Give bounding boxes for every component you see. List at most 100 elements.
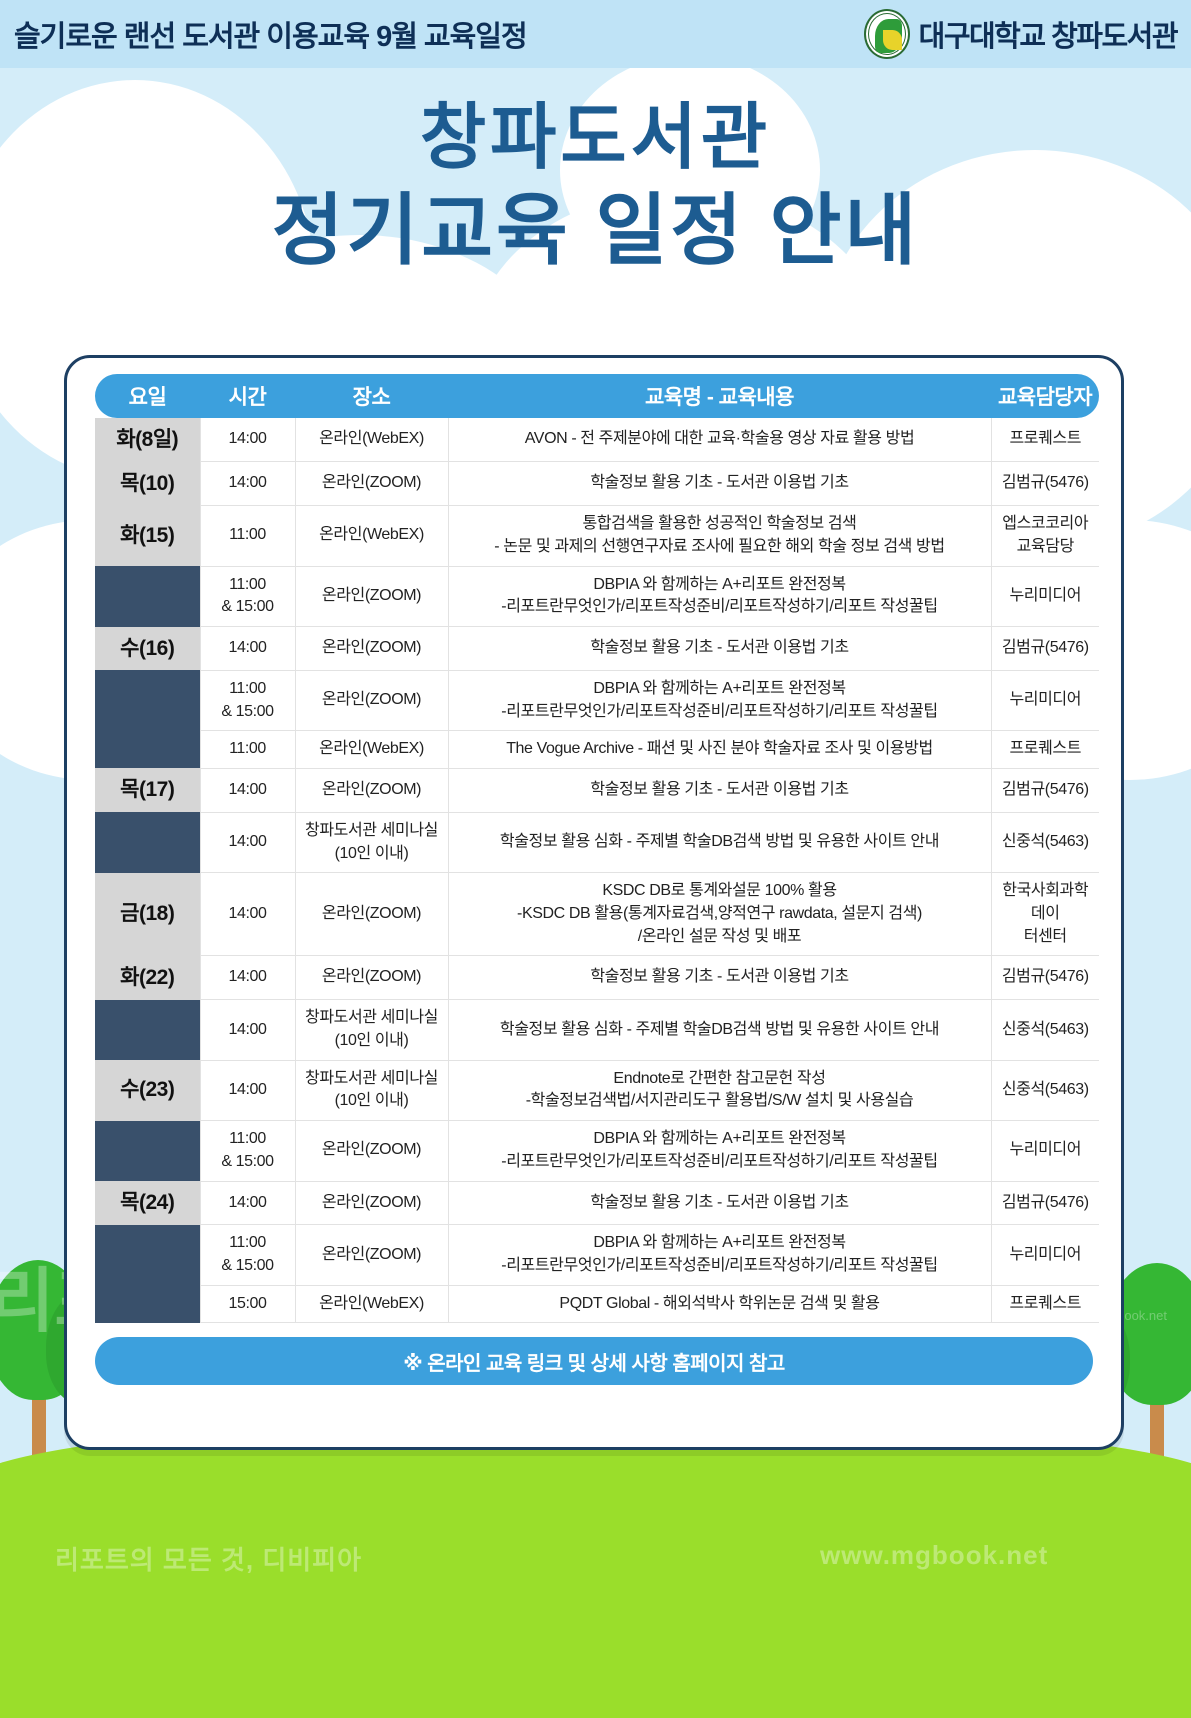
column-header-location: 장소 xyxy=(295,374,448,418)
table-header: 요일 시간 장소 교육명 - 교육내용 교육담당자 xyxy=(95,374,1099,418)
table-row: 14:00 창파도서관 세미나실 (10인 이내) 학술정보 활용 심화 - 주제별 … xyxy=(95,999,1099,1061)
cell-time: 14:00 xyxy=(199,1059,296,1122)
table-row: 금(18) 14:00 온라인(ZOOM) KSDC DB로 통계와설문 100% 활… xyxy=(95,872,1099,957)
cell-manager: 프로퀘스트 xyxy=(990,730,1099,769)
cell-manager: 엡스코코리아 교육담당 xyxy=(990,505,1099,567)
cell-location: 창파도서관 세미나실 (10인 이내) xyxy=(294,811,449,874)
top-banner: 슬기로운 랜선 도서관 이용교육 9월 교육일정 대구대학교 창파도서관 xyxy=(0,0,1191,68)
cell-location: 온라인(ZOOM) xyxy=(294,626,449,671)
column-header-course: 교육명 - 교육내용 xyxy=(448,374,991,418)
table-row: 11:00 & 15:00 온라인(ZOOM) DBPIA 와 함께하는 A+리포트 … xyxy=(95,565,1099,628)
cell-manager: 신중석(5463) xyxy=(990,1059,1099,1122)
cell-manager: 누리미디어 xyxy=(990,1224,1099,1286)
cell-course-name: Endnote로 간편한 참고문헌 작성 -학술정보검색법/서지관리도구 활용법/… xyxy=(447,1059,992,1122)
cell-time: 14:00 xyxy=(199,811,296,874)
table-body: 화(8일) 14:00 온라인(WebEX) AVON - 전 주제분야에 대한 교육… xyxy=(95,418,1099,1324)
cell-day xyxy=(95,812,200,873)
column-header-manager: 교육담당자 xyxy=(991,374,1099,418)
cell-time: 14:00 xyxy=(199,872,296,957)
cell-location: 온라인(ZOOM) xyxy=(294,1120,449,1182)
cell-location: 온라인(WebEX) xyxy=(294,418,449,463)
table-row: 목(17) 14:00 온라인(ZOOM) 학술정보 활용 기초 - 도서관 이용법 … xyxy=(95,767,1099,813)
cell-course-name: DBPIA 와 함께하는 A+리포트 완전정복 -리포트란무엇인가/리포트작성준비… xyxy=(447,1120,992,1182)
cell-location: 온라인(ZOOM) xyxy=(294,1224,449,1286)
table-row: 목(10) 14:00 온라인(ZOOM) 학술정보 활용 기초 - 도서관 이용법 … xyxy=(95,461,1099,507)
cell-course-name: 학술정보 활용 심화 - 주제별 학술DB검색 방법 및 유용한 사이트 안내 xyxy=(447,999,992,1061)
cell-course-name: 학술정보 활용 기초 - 도서관 이용법 기초 xyxy=(447,461,992,507)
cell-manager: 누리미디어 xyxy=(990,565,1099,628)
cell-manager: 프로퀘스트 xyxy=(990,1284,1099,1324)
table-row: 화(22) 14:00 온라인(ZOOM) 학술정보 활용 기초 - 도서관 이용법 … xyxy=(95,955,1099,1001)
cell-manager: 김범규(5476) xyxy=(990,461,1099,507)
cell-location: 온라인(ZOOM) xyxy=(294,461,449,507)
cell-day xyxy=(95,670,200,731)
table-row: 수(23) 14:00 창파도서관 세미나실 (10인 이내) Endnote로 간편한… xyxy=(95,1059,1099,1122)
cell-time: 11:00 xyxy=(199,505,296,567)
cell-location: 온라인(WebEX) xyxy=(294,1284,449,1324)
cell-day: 수(23) xyxy=(95,1060,200,1121)
table-row: 11:00 온라인(WebEX) The Vogue Archive - 패션 및 … xyxy=(95,730,1099,769)
table-row: 목(24) 14:00 온라인(ZOOM) 학술정보 활용 기초 - 도서관 이용법 … xyxy=(95,1180,1099,1226)
cell-time: 14:00 xyxy=(199,767,296,813)
cell-manager: 신중석(5463) xyxy=(990,811,1099,874)
university-emblem-icon xyxy=(863,9,910,59)
table-row: 화(15) 11:00 온라인(WebEX) 통합검색을 활용한 성공적인 학술정보 … xyxy=(95,505,1099,567)
watermark-right-text: www.mgbook.net xyxy=(820,1540,1049,1570)
cell-day xyxy=(95,566,200,627)
cell-day: 화(22) xyxy=(95,955,200,1000)
table-row: 11:00 & 15:00 온라인(ZOOM) DBPIA 와 함께하는 A+리포트 … xyxy=(95,669,1099,732)
cell-day: 목(17) xyxy=(95,768,200,813)
cell-time: 11:00 & 15:00 xyxy=(199,669,296,732)
cell-time: 11:00 xyxy=(199,730,296,769)
cell-course-name: DBPIA 와 함께하는 A+리포트 완전정복 -리포트란무엇인가/리포트작성준비… xyxy=(447,565,992,628)
cell-time: 15:00 xyxy=(199,1284,296,1324)
cell-day: 수(16) xyxy=(95,626,200,671)
cell-day xyxy=(95,1224,200,1286)
title-line-2: 정기교육 일정 안내 xyxy=(271,185,920,274)
cell-course-name: DBPIA 와 함께하는 A+리포트 완전정복 -리포트란무엇인가/리포트작성준비… xyxy=(447,1224,992,1286)
cell-location: 온라인(ZOOM) xyxy=(294,767,449,813)
page-title: 창파도서관 정기교육 일정 안내 xyxy=(0,95,1191,278)
table-row: 11:00 & 15:00 온라인(ZOOM) DBPIA 와 함께하는 A+리포트 … xyxy=(95,1224,1099,1286)
table-row: 11:00 & 15:00 온라인(ZOOM) DBPIA 와 함께하는 A+리포트 … xyxy=(95,1120,1099,1182)
cell-time: 11:00 & 15:00 xyxy=(199,1120,296,1182)
cell-course-name: DBPIA 와 함께하는 A+리포트 완전정복 -리포트란무엇인가/리포트작성준비… xyxy=(447,669,992,732)
cell-course-name: 학술정보 활용 기초 - 도서관 이용법 기초 xyxy=(447,1180,992,1226)
cell-time: 14:00 xyxy=(199,626,296,671)
cloud-shape xyxy=(560,55,820,285)
cell-course-name: PQDT Global - 해외석박사 학위논문 검색 및 활용 xyxy=(447,1284,992,1324)
cell-day xyxy=(95,999,200,1061)
cell-course-name: 통합검색을 활용한 성공적인 학술정보 검색 - 논문 및 과제의 선행연구자료 … xyxy=(447,505,992,567)
cell-day xyxy=(95,1120,200,1181)
cell-time: 11:00 & 15:00 xyxy=(199,1224,296,1286)
cell-location: 온라인(ZOOM) xyxy=(294,1180,449,1226)
cell-time: 14:00 xyxy=(199,418,296,463)
cell-course-name: 학술정보 활용 기초 - 도서관 이용법 기초 xyxy=(447,626,992,671)
table-header-row: 요일 시간 장소 교육명 - 교육내용 교육담당자 xyxy=(95,374,1099,418)
cell-day: 화(8일) xyxy=(95,418,200,462)
cell-time: 14:00 xyxy=(199,1180,296,1226)
cell-course-name: 학술정보 활용 기초 - 도서관 이용법 기초 xyxy=(447,767,992,813)
cell-day: 목(10) xyxy=(95,461,200,506)
cell-manager: 누리미디어 xyxy=(990,669,1099,732)
emblem-ring xyxy=(867,13,906,55)
table-row: 화(8일) 14:00 온라인(WebEX) AVON - 전 주제분야에 대한 교육… xyxy=(95,418,1099,463)
cell-day: 목(24) xyxy=(95,1181,200,1225)
watermark-left-text: 리포트의 모든 것, 디비피아 xyxy=(55,1545,363,1575)
cell-location: 온라인(WebEX) xyxy=(294,505,449,567)
column-header-time: 시간 xyxy=(200,374,295,418)
cell-manager: 신중석(5463) xyxy=(990,999,1099,1061)
cell-location: 창파도서관 세미나실 (10인 이내) xyxy=(294,1059,449,1122)
cell-day xyxy=(95,1285,200,1323)
brand-lockup: 대구대학교 창파도서관 xyxy=(863,9,1179,59)
cell-course-name: KSDC DB로 통계와설문 100% 활용 -KSDC DB 활용(통계자료검색… xyxy=(447,872,992,957)
cell-time: 14:00 xyxy=(199,999,296,1061)
table-row: 14:00 창파도서관 세미나실 (10인 이내) 학술정보 활용 심화 - 주제별 … xyxy=(95,811,1099,874)
cell-manager: 누리미디어 xyxy=(990,1120,1099,1182)
emblem-yellow-shape xyxy=(882,30,902,50)
cell-manager: 한국사회과학데이 터센터 xyxy=(990,872,1099,957)
cell-time: 14:00 xyxy=(199,955,296,1001)
schedule-card: 요일 시간 장소 교육명 - 교육내용 교육담당자 화(8일) 14:00 온라인(… xyxy=(64,355,1124,1450)
cell-day: 금(18) xyxy=(95,872,200,956)
cell-location: 온라인(ZOOM) xyxy=(294,955,449,1001)
